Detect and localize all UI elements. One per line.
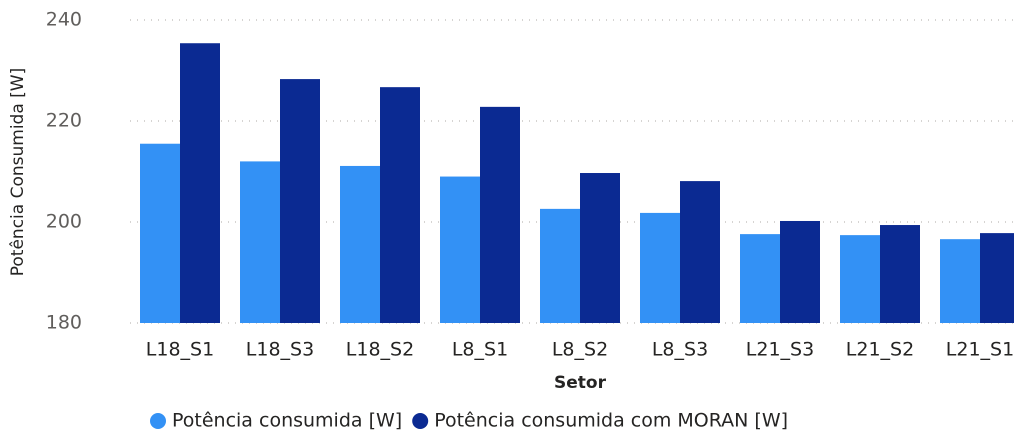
bar — [840, 235, 880, 323]
legend-label: Potência consumida com MORAN [W] — [434, 410, 788, 432]
bar — [540, 208, 580, 323]
x-tick-label: L18_S3 — [246, 339, 314, 361]
bar — [880, 225, 920, 323]
legend-marker — [150, 413, 166, 429]
x-tick-label: L18_S2 — [346, 339, 414, 361]
legend-label: Potência consumida [W] — [172, 410, 402, 432]
x-tick-label: L18_S1 — [146, 339, 214, 361]
bar — [580, 173, 620, 323]
bar — [240, 161, 280, 323]
bar — [980, 233, 1014, 323]
bar — [680, 181, 720, 323]
bar — [180, 43, 220, 323]
bar — [640, 212, 680, 323]
bar — [280, 79, 320, 324]
x-axis-title: Setor — [554, 373, 607, 393]
x-tick-label: L21_S2 — [846, 339, 914, 361]
legend-marker — [412, 413, 429, 429]
x-tick-label: L8_S2 — [552, 339, 608, 361]
bar — [140, 143, 180, 323]
bar — [340, 165, 380, 323]
y-tick-label: 200 — [46, 211, 82, 233]
y-tick-label: 180 — [46, 312, 82, 334]
bars: L18_S1 L18_S3 L18_S2 L8_S1 L8_S2 L8_S3 L21_S3 L… — [140, 43, 1014, 361]
x-tick-label: L8_S1 — [452, 339, 508, 361]
bar — [940, 239, 980, 323]
y-axis-title: Potência Consumida [W] — [8, 68, 28, 276]
bar — [440, 176, 480, 323]
legend: Potência consumida [W] Potência consumida… — [150, 410, 788, 432]
y-tick-label: 240 — [46, 9, 82, 31]
bar — [380, 87, 420, 323]
bar — [780, 220, 820, 323]
bar — [480, 106, 520, 323]
y-tick-label: 220 — [46, 110, 82, 132]
bar — [740, 234, 780, 323]
x-tick-label: L8_S3 — [652, 339, 708, 361]
x-tick-label: L21_S1 — [946, 339, 1014, 361]
x-tick-label: L21_S3 — [746, 339, 814, 361]
